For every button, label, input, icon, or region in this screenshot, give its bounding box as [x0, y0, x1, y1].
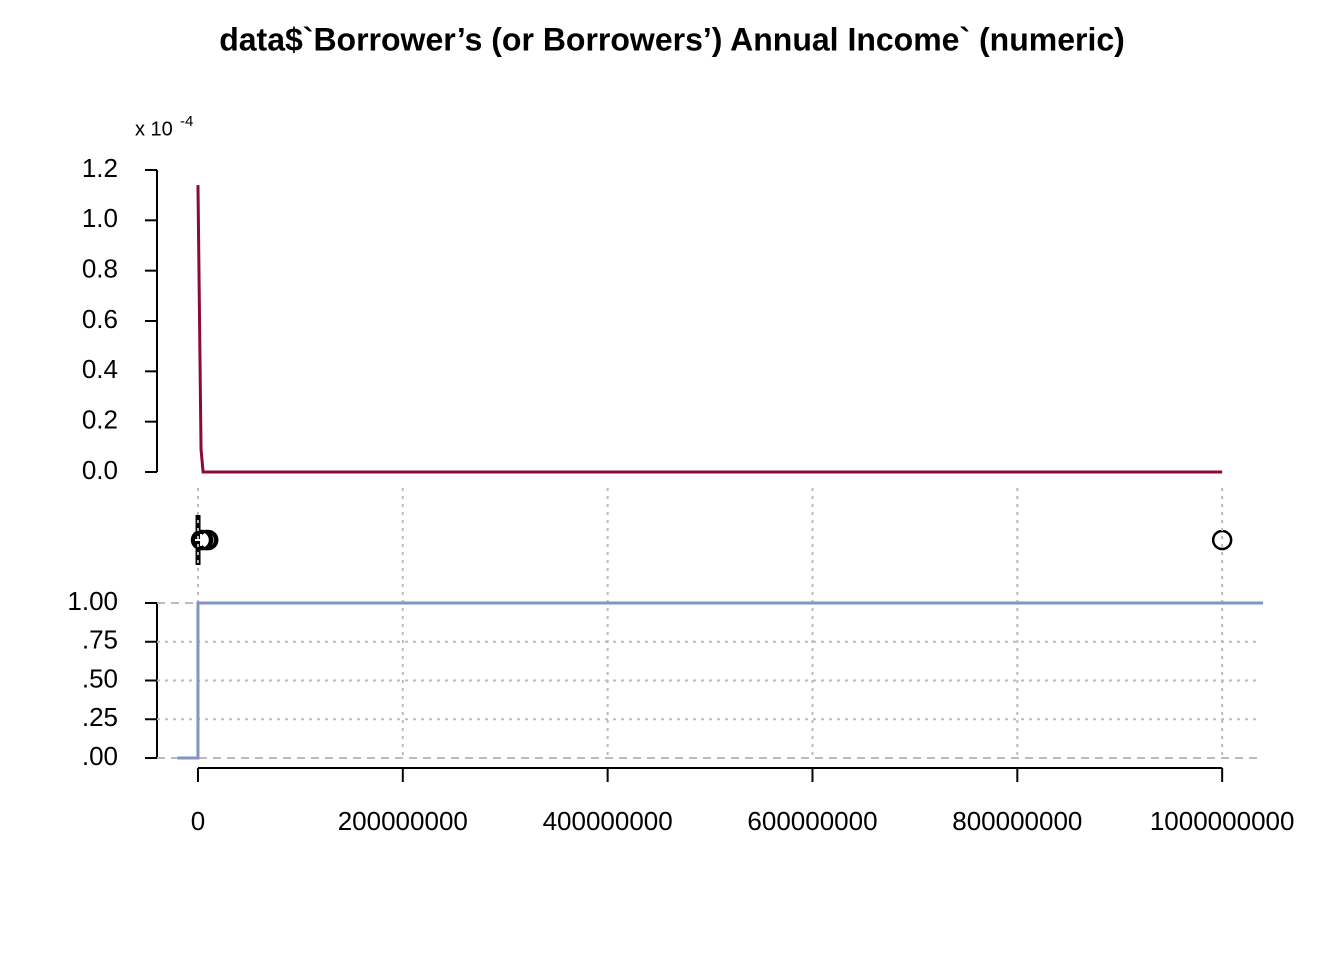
chart-title: data$`Borrower’s (or Borrowers’) Annual … — [219, 21, 1125, 57]
x-tick-label: 400000000 — [543, 806, 673, 836]
y-tick-label: 0.0 — [82, 455, 118, 485]
x-tick-label: 200000000 — [338, 806, 468, 836]
y-tick-label: 0.6 — [82, 304, 118, 334]
y-tick-label: 1.2 — [82, 153, 118, 183]
y-tick-label: .50 — [82, 663, 118, 693]
y-tick-label: 0.4 — [82, 354, 118, 384]
y-tick-label: .00 — [82, 741, 118, 771]
x-tick-label: 0 — [191, 806, 205, 836]
y-multiplier-exponent: -4 — [180, 113, 193, 130]
y-tick-label: 0.2 — [82, 405, 118, 435]
box-mean — [195, 534, 208, 546]
x-tick-label: 800000000 — [952, 806, 1082, 836]
y-tick-label: 1.0 — [82, 203, 118, 233]
y-tick-label: .25 — [82, 702, 118, 732]
y-multiplier: x 10 — [135, 118, 173, 140]
density-line — [196, 185, 1223, 474]
y-tick-label: 0.8 — [82, 254, 118, 284]
x-tick-label: 600000000 — [747, 806, 877, 836]
x-tick-label: 1000000000 — [1150, 806, 1295, 836]
ecdf-line — [177, 601, 1264, 760]
y-tick-label: .75 — [82, 625, 118, 655]
y-tick-label: 1.00 — [67, 586, 118, 616]
